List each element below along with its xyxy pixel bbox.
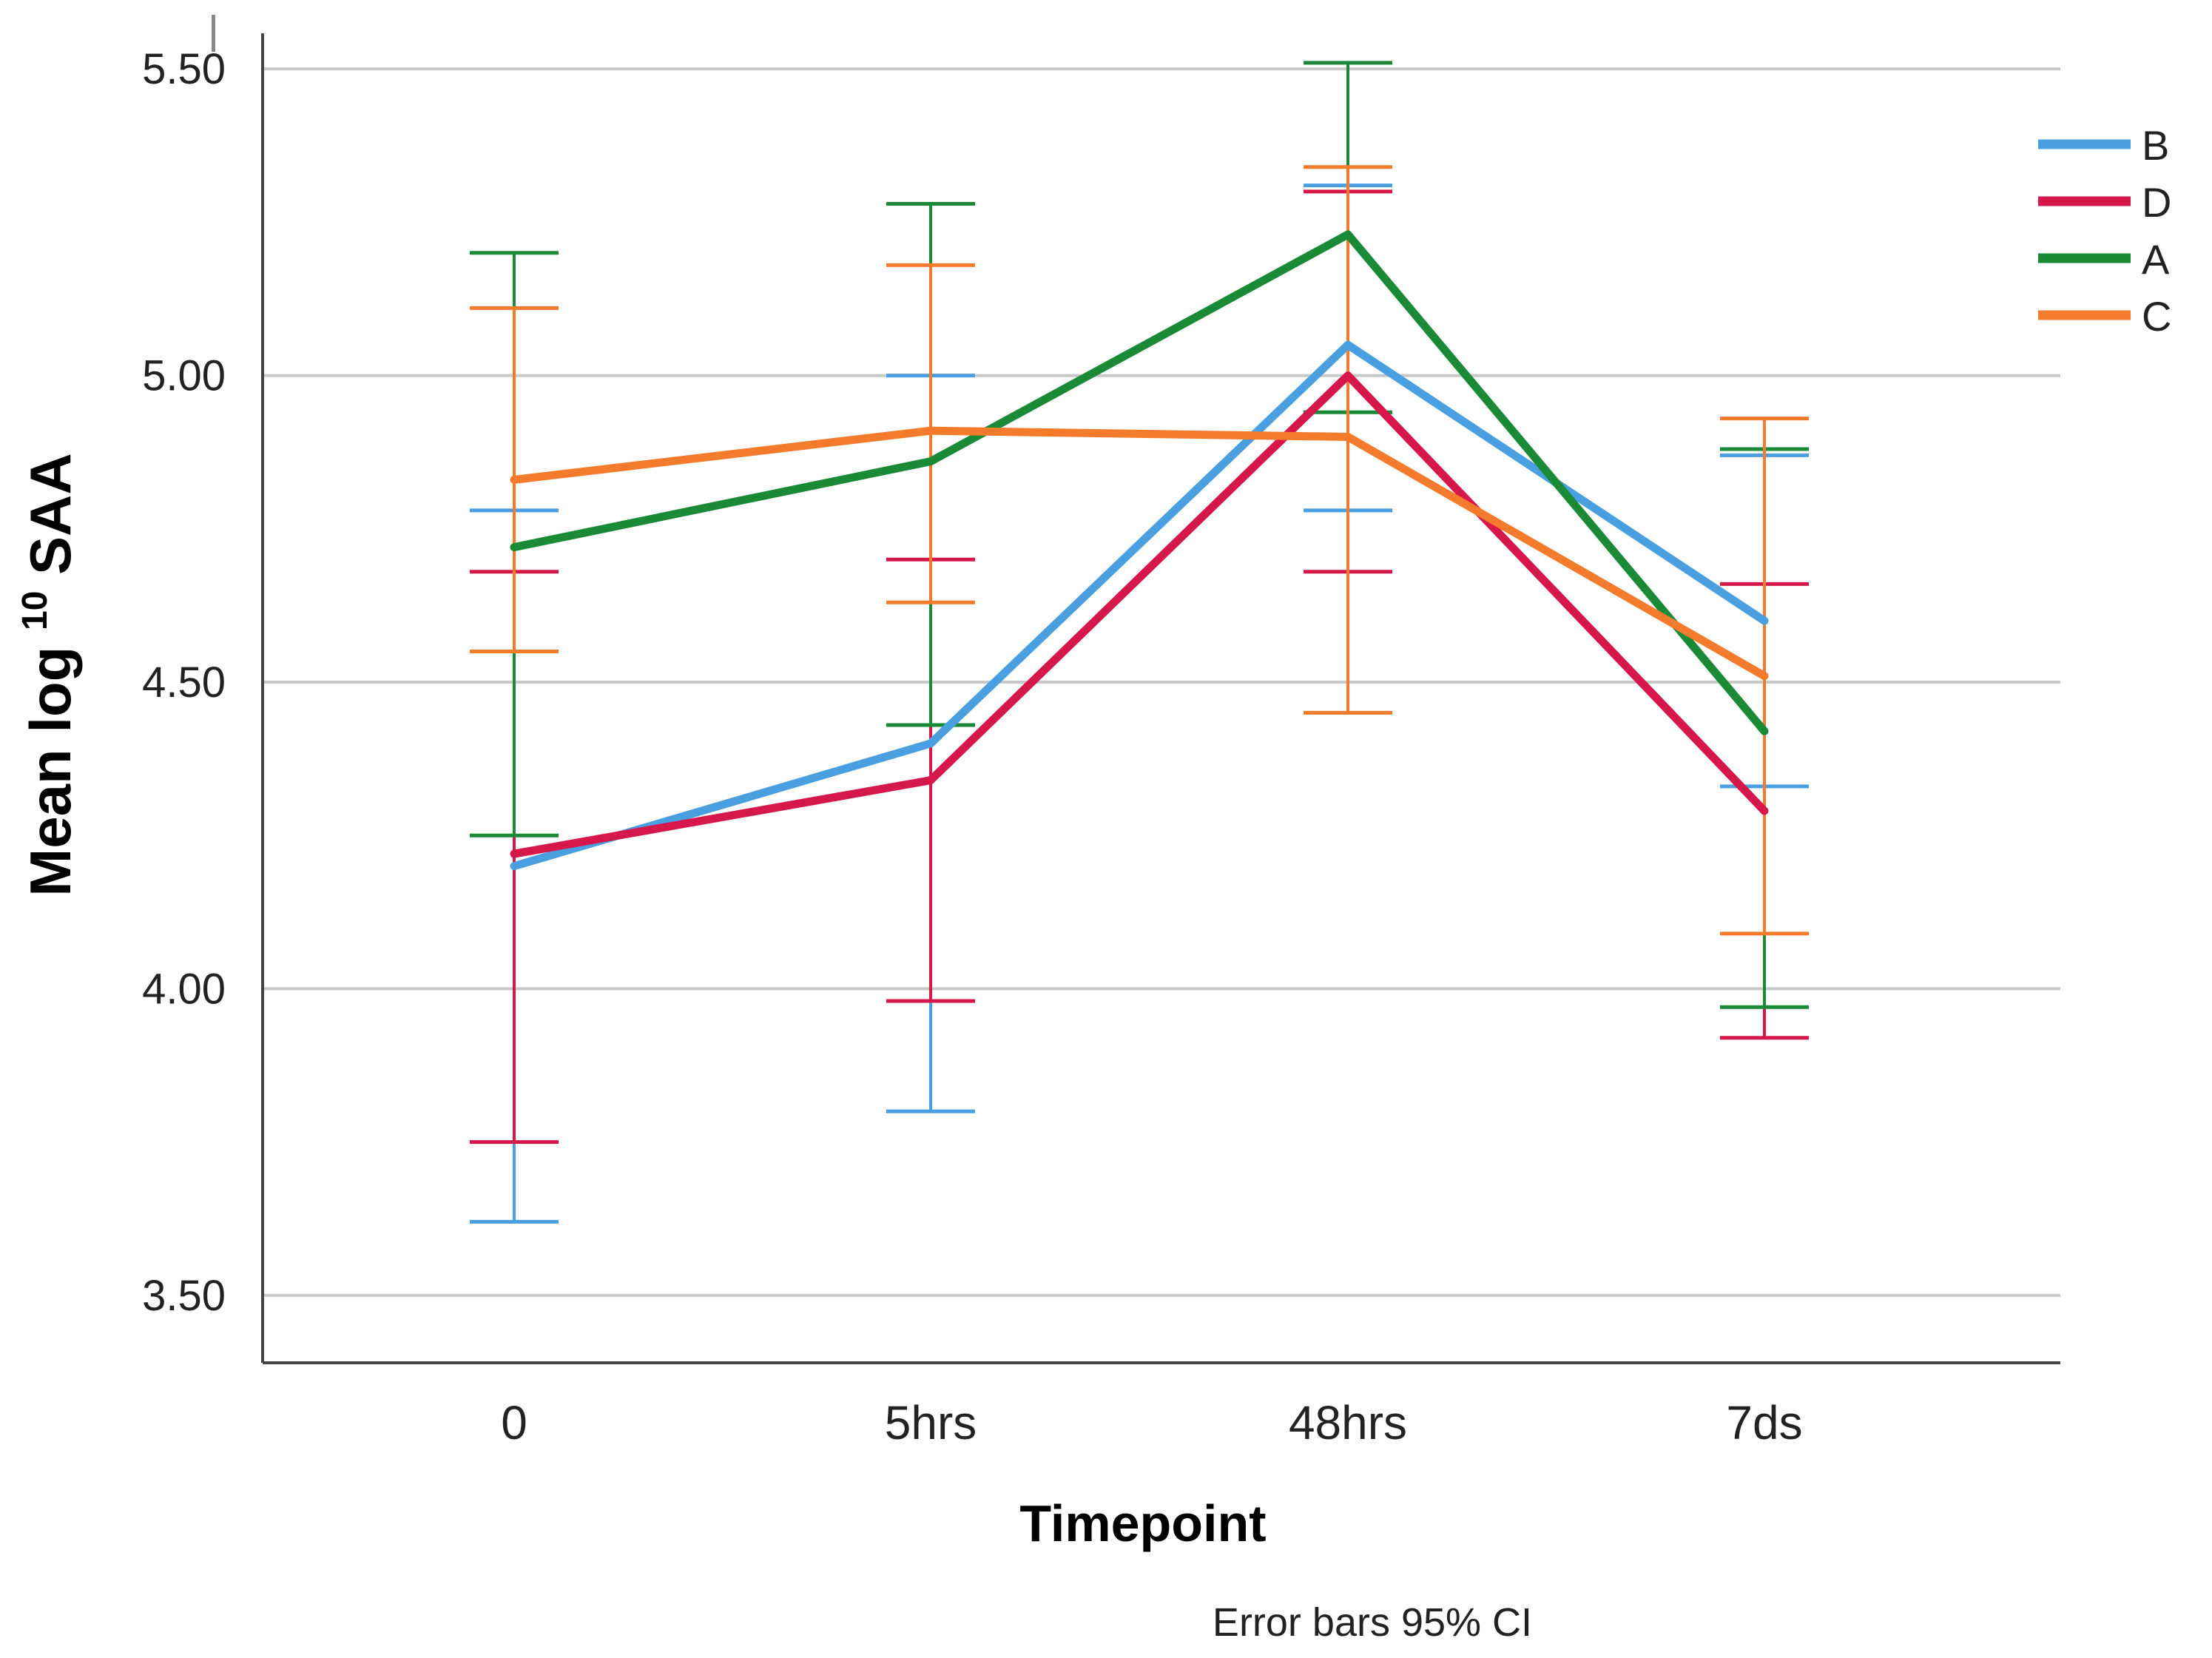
data-point bbox=[510, 850, 518, 858]
legend-label-B: B bbox=[2142, 122, 2169, 169]
series-line-D bbox=[510, 371, 1769, 858]
data-point bbox=[1344, 371, 1352, 380]
y-tick-label: 3.50 bbox=[142, 1272, 226, 1320]
top-tick-mark bbox=[212, 15, 215, 52]
axes bbox=[261, 33, 2060, 1364]
data-point bbox=[927, 427, 934, 435]
y-axis-title: Mean log 10 SAA bbox=[0, 453, 83, 896]
data-point bbox=[1761, 807, 1768, 815]
data-point bbox=[1344, 433, 1352, 441]
series-lines bbox=[510, 230, 1769, 871]
y-axis-title-suffix: SAA bbox=[18, 453, 83, 575]
x-tick-labels: 0 5hrs 48hrs 7ds bbox=[501, 1396, 1802, 1449]
data-point bbox=[1761, 617, 1768, 625]
data-point bbox=[510, 862, 518, 870]
error-bars bbox=[470, 61, 1809, 1224]
series-line-A bbox=[510, 230, 1769, 735]
y-tick-label: 5.50 bbox=[142, 45, 226, 93]
legend-label-C: C bbox=[2142, 293, 2171, 340]
y-tick-label: 5.00 bbox=[142, 352, 226, 400]
data-point bbox=[927, 739, 934, 747]
data-point bbox=[510, 543, 518, 551]
x-tick-label: 48hrs bbox=[1289, 1396, 1407, 1449]
series-line-C bbox=[510, 426, 1769, 681]
legend-label-D: D bbox=[2142, 179, 2171, 226]
data-point bbox=[1344, 341, 1352, 349]
x-tick-label: 0 bbox=[501, 1396, 527, 1449]
error-bars-footnote: Error bars 95% CI bbox=[1213, 1600, 1532, 1645]
data-point bbox=[510, 476, 518, 484]
y-axis-title-prefix: Mean log bbox=[18, 647, 83, 897]
x-axis-title: Timepoint bbox=[1019, 1494, 1266, 1552]
legend-label-A: A bbox=[2142, 236, 2170, 283]
y-axis-title-superscript: 10 bbox=[16, 591, 55, 630]
x-tick-label: 5hrs bbox=[885, 1396, 977, 1449]
data-point bbox=[1761, 672, 1768, 680]
data-point bbox=[1761, 727, 1768, 735]
data-point bbox=[927, 776, 934, 784]
data-point bbox=[1344, 230, 1352, 238]
x-tick-label: 7ds bbox=[1726, 1396, 1802, 1449]
y-tick-labels: 3.50 4.00 4.50 5.00 5.50 bbox=[142, 45, 226, 1320]
gridlines bbox=[263, 67, 2060, 1297]
series-line-B bbox=[510, 340, 1769, 871]
y-tick-label: 4.50 bbox=[142, 658, 226, 707]
y-tick-label: 4.00 bbox=[142, 965, 226, 1013]
data-point bbox=[927, 457, 934, 465]
